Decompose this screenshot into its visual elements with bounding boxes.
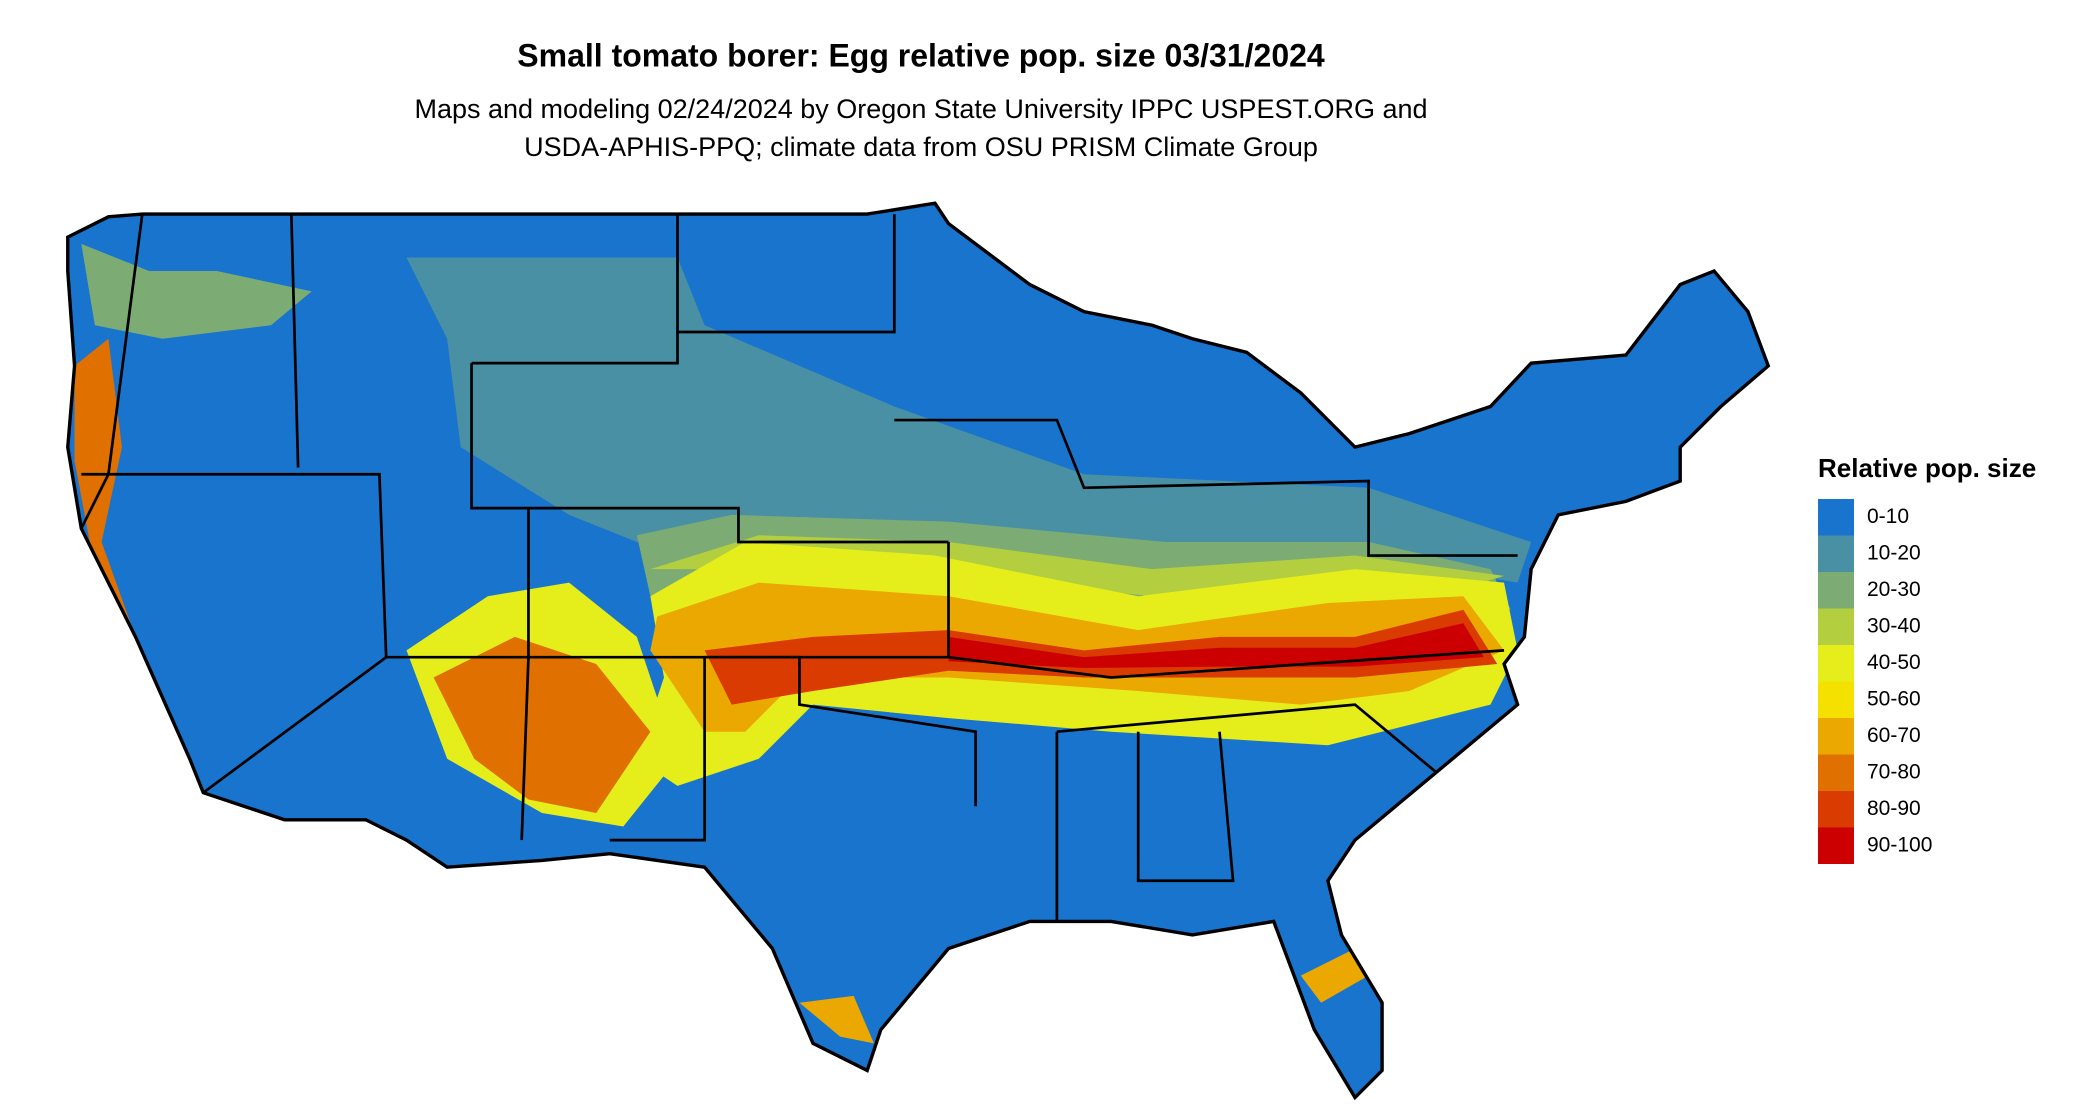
- legend-label: 90-100: [1867, 833, 1932, 856]
- legend-label: 80-90: [1867, 797, 1921, 820]
- region-coast: [74, 338, 163, 705]
- legend-swatch: [1818, 681, 1854, 718]
- border: [894, 418, 1518, 557]
- region-texas-tip: [799, 995, 874, 1044]
- legend-swatch: [1818, 791, 1854, 828]
- border: [1056, 703, 1438, 774]
- border: [470, 363, 949, 544]
- legend-label: 70-80: [1867, 760, 1921, 783]
- us-map: [66, 201, 1771, 1101]
- legend-label: 20-30: [1867, 578, 1921, 601]
- legend-swatch: [1818, 499, 1854, 536]
- legend-label: 0-10: [1867, 505, 1909, 528]
- legend-swatch: [1818, 718, 1854, 755]
- region-70-80: [433, 636, 651, 813]
- legend-label: 40-50: [1867, 651, 1921, 674]
- legend-label: 10-20: [1867, 541, 1921, 564]
- legend-swatch: [1818, 645, 1854, 682]
- legend-swatch: [1818, 827, 1854, 864]
- legend-swatch: [1818, 535, 1854, 572]
- legend-swatch: [1818, 572, 1854, 609]
- legend-label: 60-70: [1867, 724, 1921, 747]
- border: [386, 655, 530, 841]
- legend-title: Relative pop. size: [1818, 453, 2036, 483]
- map-title: Small tomato borer: Egg relative pop. si…: [517, 37, 1325, 73]
- legend-label: 50-60: [1867, 687, 1921, 710]
- border: [676, 214, 896, 334]
- border: [704, 655, 977, 807]
- us-outline: [66, 201, 1771, 1101]
- border: [289, 214, 300, 468]
- map-subtitle: Maps and modeling 02/24/2024 by Oregon S…: [414, 94, 1427, 124]
- border: [1136, 731, 1235, 883]
- legend-label: 30-40: [1867, 614, 1921, 637]
- state-borders: [80, 213, 1518, 922]
- region-10-20: [406, 257, 1532, 583]
- region-90-100: [948, 623, 1484, 669]
- legend: 0-10 10-20 20-30 30-40 40-50 50-60 60-70 70-80 8…: [1818, 499, 1932, 864]
- legend-swatch: [1818, 608, 1854, 645]
- border: [81, 472, 388, 794]
- map-subtitle: USDA-APHIS-PPQ; climate data from OSU PR…: [524, 132, 1318, 162]
- border: [471, 331, 679, 365]
- region-20-30: [81, 243, 312, 339]
- region-florida: [1300, 948, 1369, 1003]
- border: [609, 657, 706, 842]
- legend-swatch: [1818, 754, 1854, 791]
- border: [948, 649, 1505, 679]
